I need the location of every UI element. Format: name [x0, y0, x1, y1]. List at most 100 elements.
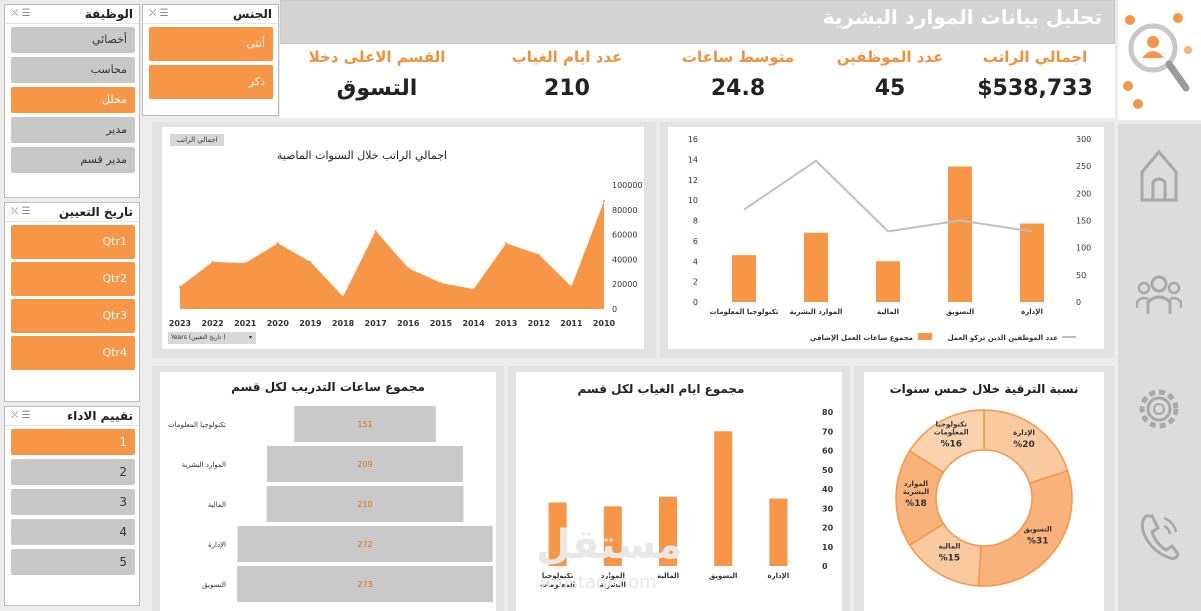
- y-tick-label: 100000: [612, 181, 643, 190]
- donut-slice: [908, 409, 985, 474]
- y-left-tick-label: 16: [688, 135, 698, 144]
- kpi-value: 24.8: [710, 76, 766, 101]
- overtime-combo-chart-panel: 0 2 4 6 8 10 12 14 16 0 50 100 150 200 250 300 تكنولوجيا…: [660, 122, 1114, 358]
- slice-percent: %31: [1027, 537, 1049, 547]
- slicer-item-female[interactable]: أنثى: [149, 27, 273, 61]
- training-bar: [294, 406, 436, 442]
- training-bar: [237, 526, 493, 562]
- slicer-item-rating-4[interactable]: 4: [11, 519, 135, 545]
- slicer-item-qtr1[interactable]: Qtr1: [11, 225, 135, 259]
- slicer-item-qtr3[interactable]: Qtr3: [11, 299, 135, 333]
- slice-label: الإدارة: [1013, 429, 1035, 437]
- slice-percent: %18: [905, 499, 927, 509]
- slice-label: تكنولوجيا: [935, 420, 967, 428]
- kpi-average-hours: متوسط ساعات 24.8: [663, 44, 813, 101]
- y-tick-label: 10: [822, 543, 834, 552]
- y-tick-label: 70: [822, 427, 834, 436]
- slicer-item-manager[interactable]: مدير: [11, 117, 135, 143]
- absence-bar: [769, 498, 788, 566]
- y-tick-label: تكنولوجيا المعلومات: [168, 421, 226, 429]
- x-tick-label: الموارد: [601, 572, 625, 580]
- slicer-item-rating-2[interactable]: 2: [11, 459, 135, 485]
- y-tick-label: 80000: [612, 206, 637, 215]
- y-right-tick-label: 150: [1076, 217, 1091, 226]
- overtime-bar: [1020, 223, 1044, 302]
- x-tick-label: 2022: [201, 319, 223, 328]
- area-point: [374, 229, 377, 232]
- x-tick-label: 2023: [169, 319, 191, 328]
- chart-area: اجمالي الراتب اجمالي الراتب خلال السنوات…: [162, 127, 644, 349]
- y-tick-label: 40: [822, 485, 834, 494]
- area-point: [603, 200, 605, 203]
- data-label: 209: [357, 460, 372, 469]
- area-point: [179, 285, 181, 288]
- slicer-item-rating-1[interactable]: 1: [11, 429, 135, 455]
- area-point: [407, 267, 410, 270]
- slicer-item-accountant[interactable]: محاسب: [11, 57, 135, 83]
- settings-icon[interactable]: [1136, 379, 1182, 439]
- x-tick-label: 2014: [462, 319, 485, 328]
- kpi-value: $538,733: [977, 76, 1093, 101]
- slicer-item-specialist[interactable]: أخصائي: [11, 27, 135, 53]
- area-point: [439, 281, 442, 284]
- slicer-item-rating-5[interactable]: 5: [11, 549, 135, 575]
- salary-area-chart-panel: اجمالي الراتب اجمالي الراتب خلال السنوات…: [152, 122, 656, 358]
- slice-label: المعلومات: [934, 428, 969, 436]
- kpi-label: متوسط ساعات: [681, 48, 795, 66]
- kpi-value: 45: [874, 76, 906, 101]
- slicer-item-male[interactable]: ذكر: [149, 65, 273, 99]
- y-tick-label: 0: [822, 562, 828, 571]
- slicer-header: ⛌ ☰ الجنس: [143, 5, 278, 24]
- y-tick-label: الموارد البشرية: [182, 461, 226, 469]
- y-tick-label: 0: [612, 305, 617, 314]
- slicer-item-qtr2[interactable]: Qtr2: [11, 262, 135, 296]
- slicer-header: ⛌ ☰ الوظيفة: [5, 5, 139, 24]
- overtime-bar: [876, 261, 900, 302]
- legend-label-turnover: عدد الموظفين الذين تركو العمل: [948, 334, 1059, 342]
- slice-label: المالية: [938, 543, 960, 551]
- slicer-item-rating-3[interactable]: 3: [11, 489, 135, 515]
- chart-title: نسبة الترقية خلال خمس سنوات: [889, 382, 1079, 396]
- data-label: 273: [357, 580, 372, 589]
- slicer-title: تاريخ التعيين: [58, 205, 133, 219]
- x-tick-label: المعلومات: [540, 581, 575, 589]
- slicer-header: ⛌ ☰ تقييم الاداء: [5, 407, 139, 426]
- chart-title: اجمالي الراتب خلال السنوات الماضية: [276, 149, 448, 162]
- y-right-tick-label: 250: [1076, 162, 1091, 171]
- years-dropdown[interactable]: Years (تاريخ التعيين ) ▾: [168, 332, 256, 344]
- overtime-bar: [948, 166, 972, 302]
- absence-bar: [548, 502, 567, 566]
- x-tick-label: 2018: [332, 319, 355, 328]
- clear-filter-icon[interactable]: ⛌ ☰: [11, 206, 31, 217]
- clear-filter-icon[interactable]: ⛌ ☰: [11, 410, 31, 421]
- job-slicer: ⛌ ☰ الوظيفة أخصائي محاسب محلل مدير مدير …: [4, 4, 140, 198]
- kpi-top-department: القسم الاعلى دخلا التسوق: [292, 44, 462, 101]
- y-left-tick-label: 0: [693, 298, 698, 307]
- slicer-item-qtr4[interactable]: Qtr4: [11, 336, 135, 370]
- x-tick-label: تكنولوجيا المعلومات: [710, 308, 779, 316]
- clear-filter-icon[interactable]: ⛌ ☰: [11, 8, 31, 19]
- x-tick-label: المالية: [877, 308, 899, 316]
- area-point: [244, 262, 247, 265]
- data-label: 272: [357, 540, 372, 549]
- promotion-donut-chart: الإدارة %20 التسويق %31 المالية %15 المواردالب…: [895, 409, 1073, 587]
- legend-swatch-overtime: [918, 333, 932, 340]
- clear-filter-icon[interactable]: ⛌ ☰: [149, 8, 169, 19]
- x-tick-label: الموارد البشرية: [790, 308, 843, 316]
- slicer-header: ⛌ ☰ تاريخ التعيين: [5, 203, 139, 222]
- chart-area: نسبة الترقية خلال خمس سنوات الإدارة %20 ال…: [864, 372, 1104, 611]
- salary-filter-button[interactable]: اجمالي الراتب: [170, 134, 224, 146]
- area-point: [570, 285, 573, 288]
- chart-title: مجموع ايام الغياب لكل قسم: [577, 382, 745, 396]
- slicer-item-analyst[interactable]: محلل: [11, 87, 135, 113]
- side-navigation: [1118, 124, 1201, 611]
- home-icon[interactable]: [1136, 144, 1182, 204]
- phone-icon[interactable]: [1136, 504, 1182, 564]
- chart-area: مجموع ايام الغياب لكل قسم 0 10 20 30 40 50 60 7…: [516, 372, 842, 611]
- users-icon[interactable]: [1136, 264, 1182, 324]
- training-bar: [266, 486, 464, 522]
- slicer-item-dept-manager[interactable]: مدير قسم: [11, 147, 135, 173]
- donut-slice: [977, 469, 1073, 587]
- y-right-tick-label: 200: [1076, 189, 1091, 198]
- turnover-line: [743, 159, 1033, 233]
